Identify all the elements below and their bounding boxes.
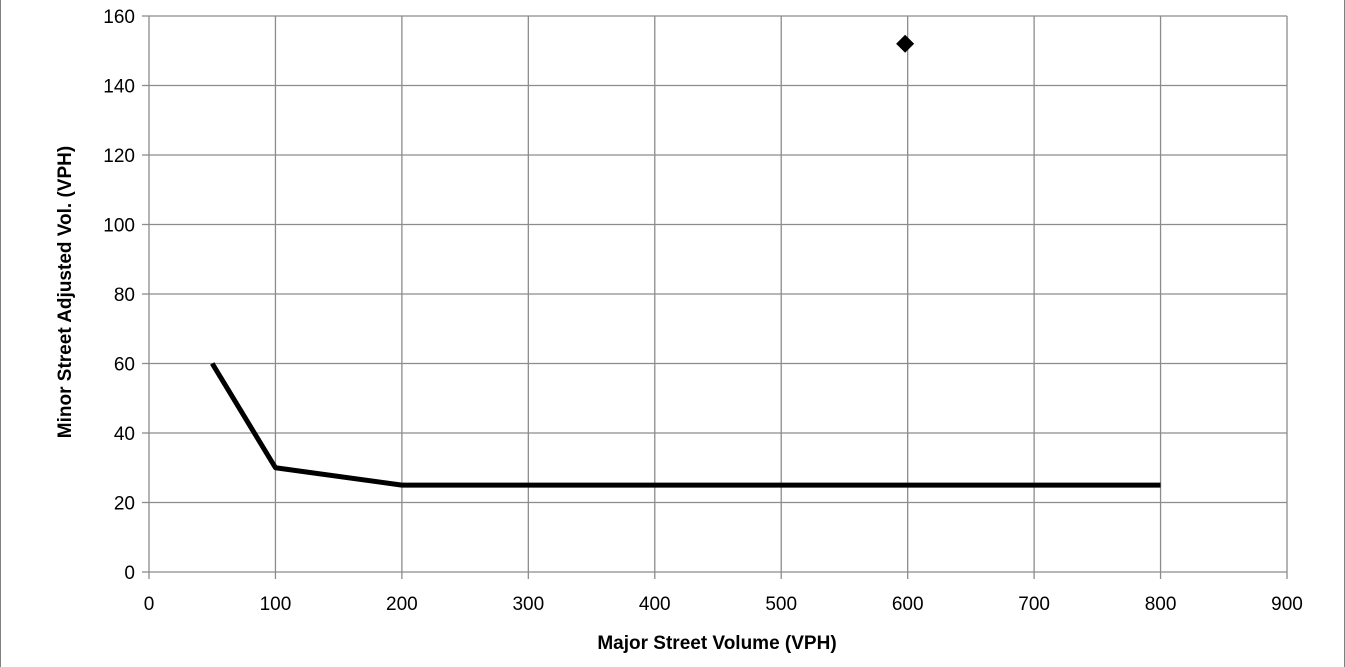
data-point-diamond (896, 34, 915, 53)
y-tick-label: 140 (103, 77, 135, 98)
x-tick-label: 800 (1145, 594, 1177, 615)
y-axis-title: Minor Street Adjusted Vol. (VPH) (55, 146, 76, 438)
y-tick-label: 80 (114, 285, 135, 306)
threshold-line (210, 362, 1161, 488)
y-tick-label: 60 (114, 355, 135, 376)
x-axis-title: Major Street Volume (VPH) (597, 633, 836, 654)
x-tick-label: 700 (1018, 594, 1050, 615)
y-tick-label: 0 (124, 563, 135, 584)
grid (148, 15, 1288, 573)
y-tick-label: 160 (103, 7, 135, 28)
x-tick-label: 600 (892, 594, 924, 615)
series (210, 34, 1161, 488)
y-tick-label: 20 (114, 494, 135, 515)
x-tick-label: 900 (1271, 594, 1303, 615)
x-tick-label: 400 (639, 594, 671, 615)
x-tick-label: 100 (260, 594, 292, 615)
y-tick-label: 120 (103, 146, 135, 167)
x-tick-labels: 0 100 200 300 400 500 600 700 800 900 (144, 594, 1303, 615)
y-tick-labels: 0 20 40 60 80 100 120 140 160 (103, 7, 135, 584)
y-tick-label: 40 (114, 424, 135, 445)
y-tick-label: 100 (103, 216, 135, 237)
x-tick-label: 200 (386, 594, 418, 615)
x-tick-label: 300 (512, 594, 544, 615)
axes (142, 15, 1288, 579)
x-tick-label: 0 (144, 594, 155, 615)
x-tick-label: 500 (765, 594, 797, 615)
